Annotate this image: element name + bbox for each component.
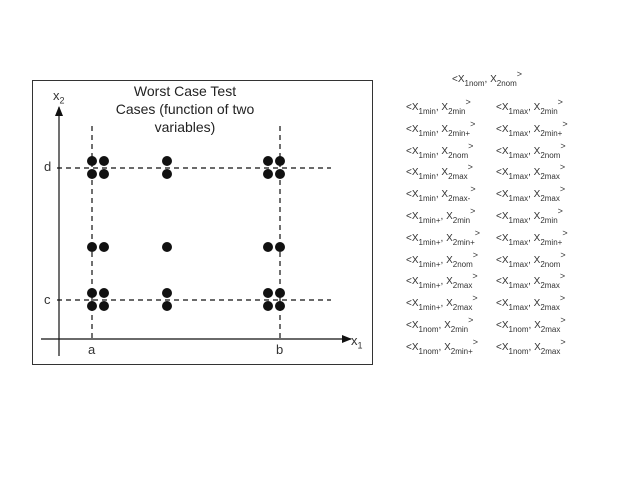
x-axis-label: x1 [351,333,363,351]
title-line-1: Worst Case Test [133,83,237,99]
point-d-region [162,156,172,166]
point-middle [275,242,285,252]
title-line-3: variables) [154,119,216,135]
point-d-region [263,156,273,166]
case-right: <X1max, X2nom> [496,249,566,269]
point-c-region [263,301,273,311]
case-right: <X1max, X2max> [496,271,566,291]
case-left: <X1min, X2max> [406,162,473,182]
point-middle [87,242,97,252]
point-c-region [275,301,285,311]
case-right: <X1max, X2nom> [496,140,566,160]
case-right: <X1max, X2max> [496,184,566,204]
point-d-region [263,169,273,179]
diagram-canvas [41,106,352,356]
point-c-region [263,288,273,298]
point-c-region [162,288,172,298]
title-line-2: Cases (function of two [115,101,255,117]
worst-case-diagram: Worst Case Test Cases (function of two v… [32,80,373,365]
point-d-region [275,156,285,166]
point-d-region [99,156,109,166]
case-left: <X1min, X2min+> [406,118,476,138]
case-left: <X1min, X2max-> [406,184,476,204]
tick-b: b [276,342,284,357]
case-right: <X1max, X2min+> [496,118,568,138]
case-left: <X1nom, X2min+> [406,336,479,356]
case-right: <X1max, X2min> [496,97,563,116]
tick-a: a [88,342,96,357]
point-c-region [99,288,109,298]
nominal-case: <X1nom, X2nom> [452,69,523,88]
case-right: <X1nom, X2max> [496,336,566,356]
diagram-title: Worst Case Test Cases (function of two v… [105,82,265,136]
tick-d: d [44,159,52,174]
y-axis-label: x2 [53,88,65,106]
point-d-region [87,169,97,179]
case-right: <X1max, X2min> [496,206,563,225]
case-left: <X1min+, X2max> [406,293,478,313]
test-case-points [87,156,285,311]
tick-c: c [44,292,51,307]
point-middle [162,242,172,252]
point-middle [99,242,109,252]
case-right: <X1nom, X2max> [496,315,566,334]
point-c-region [87,288,97,298]
point-d-region [87,156,97,166]
point-c-region [87,301,97,311]
case-left: <X1min, X2min> [406,97,471,116]
point-c-region [99,301,109,311]
point-c-region [275,288,285,298]
point-c-region [162,301,172,311]
point-d-region [275,169,285,179]
case-left: <X1min+, X2max> [406,271,478,291]
case-left: <X1min+, X2min+> [406,227,481,247]
case-left: <X1min+, X2min> [406,206,476,225]
case-left: <X1min+, X2nom> [406,249,479,269]
point-d-region [99,169,109,179]
case-left: <X1nom, X2min> [406,315,474,334]
case-right: <X1max, X2max> [496,162,566,182]
case-right: <X1max, X2min+> [496,227,568,247]
case-left: <X1min, X2nom> [406,140,474,160]
point-middle [263,242,273,252]
case-right: <X1max, X2max> [496,293,566,313]
point-d-region [162,169,172,179]
